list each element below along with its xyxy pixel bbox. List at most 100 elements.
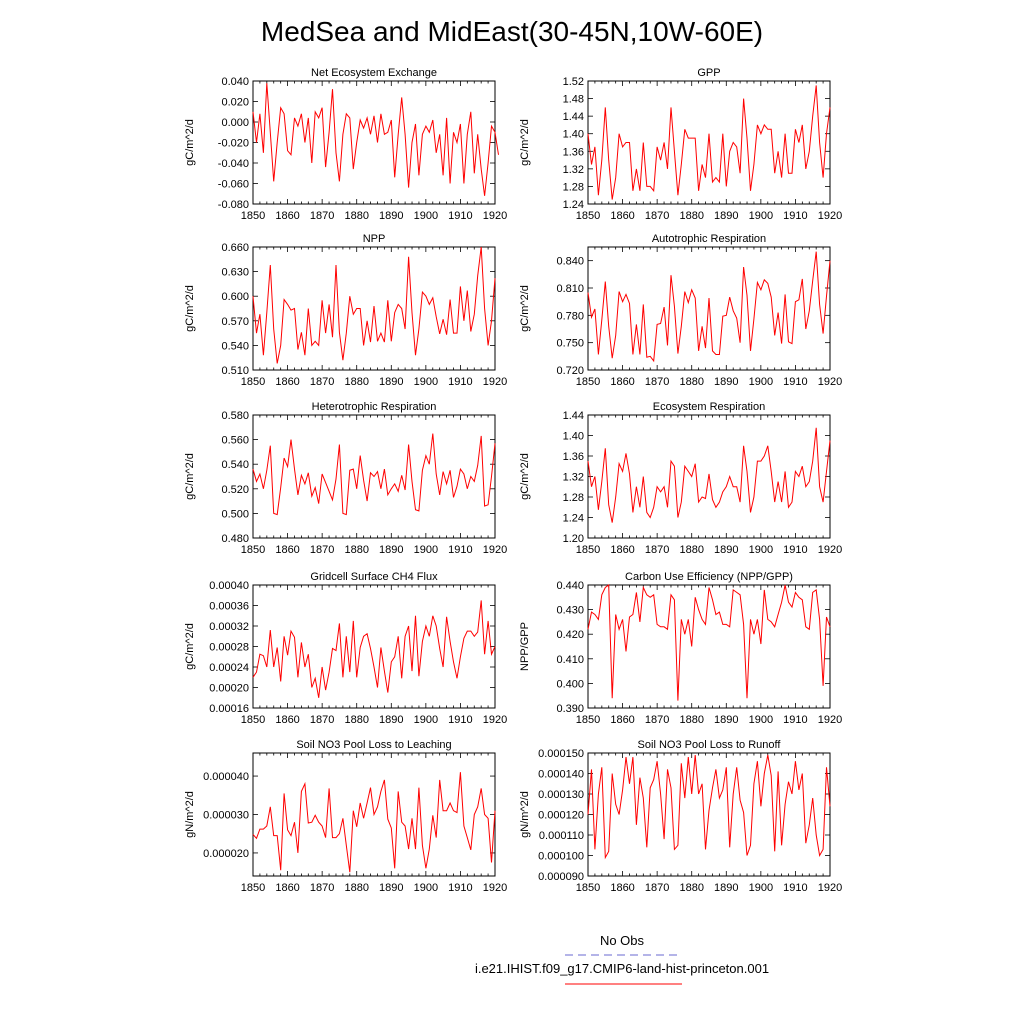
x-tick-label: 1880 <box>344 376 368 388</box>
x-tick-label: 1910 <box>783 882 807 894</box>
data-series-line <box>252 600 496 698</box>
y-axis-label: NPP/GPP <box>519 622 531 671</box>
y-tick-label: 0.020 <box>221 97 249 109</box>
x-tick-label: 1850 <box>576 376 600 388</box>
x-tick-label: 1870 <box>310 714 334 726</box>
data-series-line <box>587 251 831 363</box>
chart-panel: Autotrophic Respiration gC/m^2/d 1850 1860 1… <box>519 233 842 388</box>
y-tick-label: 0.570 <box>221 316 249 328</box>
x-tick-label: 1870 <box>645 210 669 222</box>
y-tick-label: 0.400 <box>556 678 584 690</box>
x-tick-label: 1850 <box>241 376 265 388</box>
y-tick-label: 0.480 <box>221 533 249 545</box>
x-tick-label: 1850 <box>576 714 600 726</box>
chart-panel: Gridcell Surface CH4 Flux gC/m^2/d 1850 186… <box>184 571 507 726</box>
x-tick-label: 1860 <box>275 714 299 726</box>
data-series-line <box>252 246 496 364</box>
panel-title: GPP <box>697 67 720 79</box>
chart-panel: Carbon Use Efficiency (NPP/GPP) NPP/GPP 18… <box>519 571 842 726</box>
plot-frame <box>252 80 496 205</box>
x-tick-label: 1890 <box>714 544 738 556</box>
x-tick-label: 1920 <box>818 210 842 222</box>
y-tick-label: 1.24 <box>563 513 584 525</box>
panels: Net Ecosystem Exchange gC/m^2/d 1850 1860 18… <box>184 67 842 894</box>
x-tick-label: 1920 <box>483 544 507 556</box>
x-tick-label: 1870 <box>645 714 669 726</box>
chart-panel: NPP gC/m^2/d 1850 1860 1870 1880 1890 1900 1910 1… <box>184 233 507 388</box>
y-tick-label: -0.060 <box>218 179 249 191</box>
y-tick-label: 0.420 <box>556 629 584 641</box>
y-tick-label: 0.00016 <box>209 703 249 715</box>
x-tick-label: 1860 <box>610 544 634 556</box>
x-tick-label: 1850 <box>576 544 600 556</box>
y-tick-label: 0.500 <box>221 508 249 520</box>
panel-title: Net Ecosystem Exchange <box>311 67 437 79</box>
x-tick-label: 1870 <box>645 376 669 388</box>
y-tick-label: 1.28 <box>563 181 584 193</box>
y-tick-label: 0.000090 <box>538 871 584 883</box>
x-tick-label: 1920 <box>818 882 842 894</box>
y-tick-label: 0.000040 <box>203 771 249 783</box>
x-tick-label: 1850 <box>241 210 265 222</box>
x-tick-label: 1860 <box>275 210 299 222</box>
y-tick-label: 1.36 <box>563 146 584 158</box>
y-tick-label: 0.000120 <box>538 810 584 822</box>
x-tick-label: 1850 <box>241 544 265 556</box>
x-tick-label: 1860 <box>610 210 634 222</box>
x-tick-label: 1900 <box>749 882 773 894</box>
x-tick-label: 1870 <box>645 882 669 894</box>
y-tick-label: 0.780 <box>556 310 584 322</box>
y-tick-label: 0.00020 <box>209 683 249 695</box>
x-tick-label: 1880 <box>679 714 703 726</box>
y-tick-label: 1.32 <box>563 164 584 176</box>
legend-obs-label: No Obs <box>600 933 645 948</box>
plot-frame <box>587 584 831 709</box>
y-tick-label: 0.510 <box>221 365 249 377</box>
data-series-line <box>587 85 831 200</box>
y-tick-label: -0.080 <box>218 199 249 211</box>
y-tick-label: 1.40 <box>563 431 584 443</box>
plot-frame <box>252 414 496 539</box>
x-tick-label: 1890 <box>714 210 738 222</box>
chart-panel: Ecosystem Respiration gC/m^2/d 1850 1860 187… <box>519 401 842 556</box>
y-tick-label: 0.580 <box>221 410 249 422</box>
panel-title: NPP <box>363 233 386 245</box>
x-tick-label: 1890 <box>379 210 403 222</box>
x-tick-label: 1890 <box>379 544 403 556</box>
x-tick-label: 1860 <box>610 376 634 388</box>
y-tick-label: 0.040 <box>221 76 249 88</box>
x-tick-label: 1870 <box>645 544 669 556</box>
y-tick-label: 0.00036 <box>209 601 249 613</box>
y-tick-label: 0.000110 <box>539 830 584 842</box>
x-tick-label: 1920 <box>483 210 507 222</box>
x-tick-label: 1850 <box>576 210 600 222</box>
x-tick-label: 1910 <box>448 210 472 222</box>
y-axis-label: gC/m^2/d <box>184 119 196 166</box>
x-tick-label: 1870 <box>310 882 334 894</box>
y-tick-label: 1.20 <box>563 533 584 545</box>
x-tick-label: 1900 <box>414 714 438 726</box>
chart-panel: Soil NO3 Pool Loss to Runoff gN/m^2/d 1850… <box>519 739 842 894</box>
panel-title: Soil NO3 Pool Loss to Leaching <box>296 739 451 751</box>
y-axis-label: gC/m^2/d <box>519 453 531 500</box>
y-tick-label: 0.000 <box>221 117 249 129</box>
y-tick-label: 1.24 <box>563 199 584 211</box>
data-series-line <box>587 427 831 523</box>
x-tick-label: 1890 <box>379 376 403 388</box>
x-tick-label: 1900 <box>749 376 773 388</box>
x-tick-label: 1870 <box>310 210 334 222</box>
panel-title: Ecosystem Respiration <box>653 401 766 413</box>
x-tick-label: 1910 <box>783 544 807 556</box>
y-axis-label: gC/m^2/d <box>184 623 196 670</box>
y-axis-label: gN/m^2/d <box>519 791 531 838</box>
data-series-line <box>252 772 496 873</box>
y-tick-label: 0.560 <box>221 435 249 447</box>
x-tick-label: 1880 <box>344 210 368 222</box>
legend: No Obs i.e21.IHIST.f09_g17.CMIP6-land-hi… <box>475 933 769 985</box>
y-tick-label: 0.540 <box>221 340 249 352</box>
x-tick-label: 1860 <box>275 376 299 388</box>
y-tick-label: 1.52 <box>563 76 584 88</box>
y-axis-label: gC/m^2/d <box>184 453 196 500</box>
y-tick-label: 0.440 <box>556 580 584 592</box>
